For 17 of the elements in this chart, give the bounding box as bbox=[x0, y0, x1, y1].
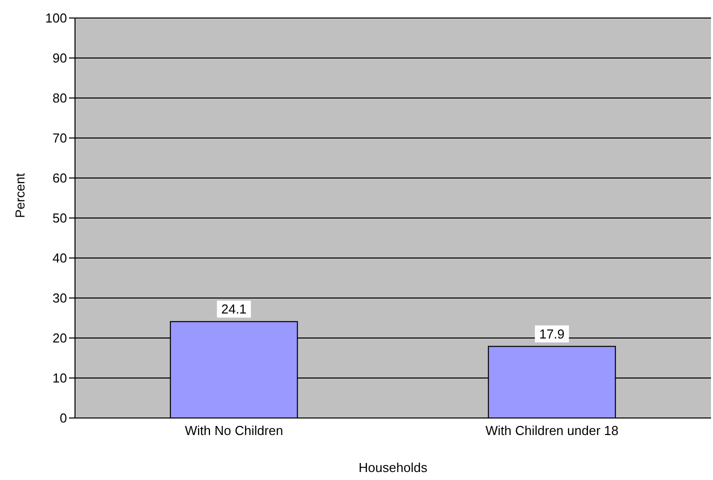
x-tick-label: With Children under 18 bbox=[486, 423, 618, 438]
y-tick-label: 30 bbox=[52, 290, 67, 306]
y-tick-label: 0 bbox=[60, 410, 67, 426]
y-tick-label: 10 bbox=[52, 370, 67, 386]
y-axis-title: Percent bbox=[12, 172, 28, 218]
y-tick-label: 90 bbox=[52, 50, 67, 66]
y-tick-label: 80 bbox=[52, 90, 67, 106]
x-tick-label: With No Children bbox=[184, 423, 284, 438]
y-tick-label: 70 bbox=[52, 130, 67, 146]
y-tick-label: 100 bbox=[45, 10, 67, 26]
y-tick-label: 50 bbox=[52, 210, 67, 226]
x-axis-title: Households bbox=[358, 460, 428, 475]
y-tick-label: 60 bbox=[52, 170, 67, 186]
y-tick-label: 20 bbox=[52, 330, 67, 346]
y-tick-label: 40 bbox=[52, 250, 67, 266]
data-label: 17.9 bbox=[539, 326, 565, 342]
data-label: 24.1 bbox=[221, 302, 247, 317]
